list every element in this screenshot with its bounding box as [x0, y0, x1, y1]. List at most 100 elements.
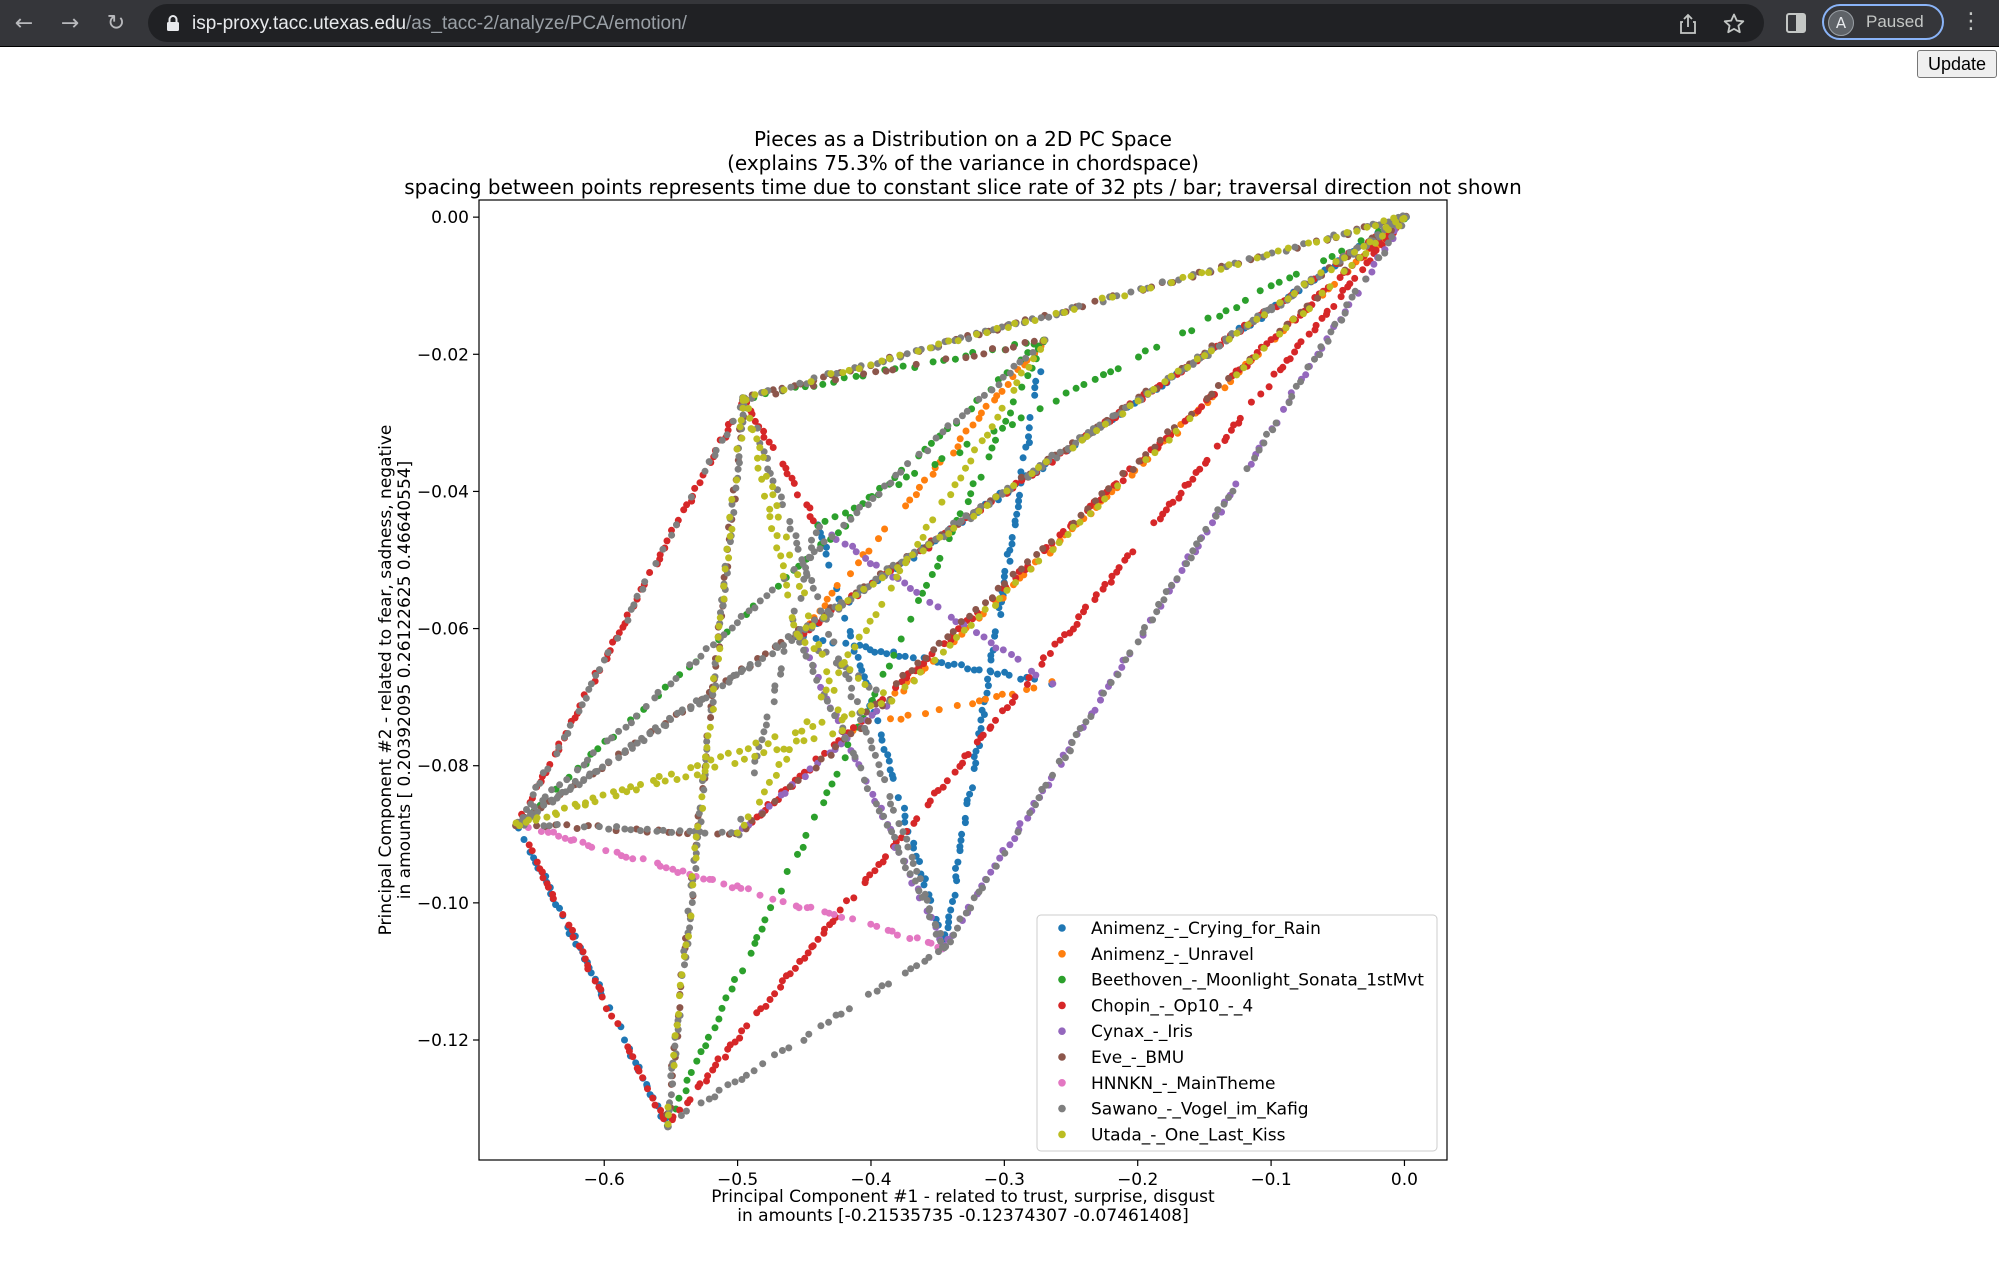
data-point [1384, 239, 1392, 247]
data-point [1209, 519, 1216, 527]
update-button[interactable]: Update [1917, 50, 1997, 78]
data-point [1327, 328, 1335, 336]
kebab-menu-icon[interactable]: ⋮ [1960, 9, 1982, 34]
data-point [887, 479, 895, 487]
data-point [847, 632, 855, 640]
data-point [1196, 465, 1204, 473]
url-text[interactable]: isp-proxy.tacc.utexas.edu/as_tacc-2/anal… [192, 13, 687, 35]
data-point [762, 721, 770, 729]
data-point [746, 414, 754, 422]
data-point [1025, 674, 1033, 682]
data-point [980, 633, 988, 641]
data-point [828, 589, 836, 597]
data-point [838, 913, 846, 921]
data-point [529, 791, 537, 799]
data-point [1368, 268, 1376, 276]
data-point [1153, 343, 1161, 351]
x-axis: −0.6 −0.5 −0.4 −0.3 −0.2 −0.1 0.0 [584, 1160, 1418, 1190]
data-point [1351, 248, 1358, 256]
data-point [885, 568, 893, 576]
data-point [828, 533, 836, 541]
data-point [871, 867, 879, 875]
data-point [849, 542, 857, 550]
data-point [637, 781, 644, 788]
data-point [782, 533, 790, 541]
forward-icon[interactable]: → [60, 11, 80, 36]
data-point [1160, 596, 1168, 604]
data-point [710, 685, 717, 693]
data-point [878, 574, 886, 582]
data-point [701, 767, 709, 775]
side-panel-icon[interactable] [1783, 10, 1809, 36]
data-point [1292, 382, 1300, 390]
data-point [987, 656, 995, 664]
data-point [1240, 364, 1248, 372]
data-point [693, 771, 701, 779]
bookmark-star-icon[interactable] [1722, 12, 1746, 36]
data-point [717, 753, 725, 761]
reload-icon[interactable]: ↻ [106, 11, 126, 36]
data-point [1011, 835, 1019, 843]
data-point [970, 765, 978, 772]
data-point [787, 383, 795, 391]
back-icon[interactable]: ← [14, 11, 34, 36]
data-point [693, 1057, 701, 1065]
data-point [1082, 718, 1090, 726]
data-point [982, 402, 990, 410]
data-point [571, 777, 579, 785]
data-point [1011, 319, 1019, 327]
data-point [555, 743, 563, 751]
data-point [800, 1036, 808, 1044]
data-point [599, 791, 607, 799]
data-point [945, 337, 953, 345]
data-point [923, 581, 930, 589]
data-point [809, 661, 817, 669]
data-point [564, 730, 572, 737]
data-point [1012, 579, 1019, 586]
data-point [1227, 426, 1235, 434]
data-point [1036, 405, 1044, 413]
data-point [1241, 296, 1249, 304]
data-point [871, 751, 879, 759]
data-point [864, 990, 872, 998]
data-point [732, 484, 740, 492]
data-point [700, 875, 708, 883]
data-point [992, 602, 999, 609]
data-point [812, 635, 820, 642]
data-point [581, 955, 589, 963]
data-point [1253, 254, 1261, 262]
y-axis-label-line-1: Principal Component #2 - related to fear… [376, 425, 396, 936]
address-bar[interactable]: isp-proxy.tacc.utexas.edu/as_tacc-2/anal… [148, 4, 1764, 42]
data-point [992, 644, 1000, 652]
data-point [707, 714, 715, 721]
data-point [778, 977, 786, 985]
data-point [969, 784, 976, 792]
data-point [1184, 363, 1192, 371]
data-point [810, 548, 818, 556]
data-point [834, 529, 842, 537]
data-point [1150, 519, 1158, 527]
data-point [823, 697, 831, 705]
data-point [694, 762, 701, 770]
data-point [919, 547, 927, 555]
data-point [777, 670, 785, 678]
data-point [1363, 223, 1371, 231]
data-point [1282, 324, 1290, 332]
data-point [710, 675, 717, 682]
data-point [1275, 278, 1283, 286]
data-point [967, 904, 975, 912]
data-point [793, 539, 801, 547]
profile-button[interactable]: A Paused [1822, 4, 1944, 40]
share-icon[interactable] [1676, 12, 1700, 36]
data-point [981, 605, 989, 613]
data-point [956, 519, 964, 526]
data-point [895, 481, 903, 489]
data-point [763, 713, 771, 721]
data-point [1073, 620, 1081, 628]
data-point [863, 785, 871, 793]
data-point [1014, 828, 1022, 836]
data-point [991, 632, 999, 640]
data-point [777, 552, 785, 560]
data-point [1360, 242, 1368, 250]
data-point [1025, 433, 1032, 441]
